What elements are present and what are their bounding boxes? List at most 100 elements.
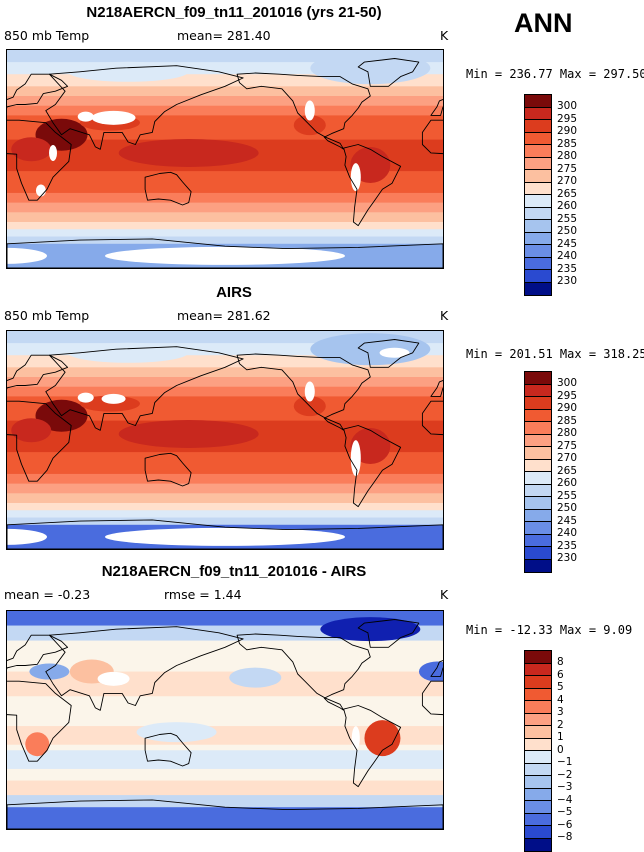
colorbar-swatch [525, 788, 551, 801]
temperature-band [7, 229, 443, 238]
colorbar-tick-label: −8 [557, 831, 573, 843]
missing-data [91, 110, 136, 125]
colorbar-swatch [525, 157, 551, 170]
warm-anomaly [364, 720, 401, 757]
panel-1-colorbar [524, 94, 552, 296]
colorbar-swatch [525, 270, 551, 283]
temperature-band [7, 386, 443, 397]
colorbar-tick-label: 255 [557, 212, 578, 225]
missing-data [77, 392, 94, 403]
continent-outline [7, 799, 443, 829]
colorbar-swatch [525, 559, 551, 572]
panel-1-variable-label: 850 mb Temp [4, 28, 90, 43]
cold-region [68, 61, 189, 82]
colorbar-tick-label: 230 [557, 552, 578, 564]
missing-data [304, 381, 315, 402]
panel-1-mean-label: mean= 281.40 [177, 28, 271, 43]
panel-2-colorbar [524, 371, 552, 573]
colorbar-swatch [525, 459, 551, 472]
colorbar-tick-label: −2 [557, 768, 573, 781]
colorbar-swatch [525, 763, 551, 776]
warm-anomaly [25, 732, 50, 757]
colorbar-tick-label: 300 [557, 100, 578, 112]
colorbar-swatch [525, 534, 551, 547]
temperature-band [7, 493, 443, 504]
cold-region [310, 52, 431, 85]
temperature-band [7, 396, 443, 407]
colorbar-tick-label: 295 [557, 112, 578, 125]
colorbar-tick-label: 250 [557, 225, 578, 237]
continent-outline [45, 626, 244, 711]
colorbar-tick-label: 295 [557, 389, 578, 402]
continent-outline [236, 633, 371, 711]
colorbar-swatch [525, 663, 551, 676]
panel-1-title: N218AERCN_f09_tn11_201016 (yrs 21-50) [86, 4, 382, 21]
difference-band [7, 795, 443, 808]
continent-outline [144, 171, 192, 206]
colorbar-swatch [525, 509, 551, 522]
colorbar-swatch [525, 738, 551, 751]
continent-outline [144, 732, 192, 767]
panel-3-mean-label: mean = -0.23 [4, 587, 91, 602]
continent-outline [357, 58, 420, 87]
temperature-band [7, 502, 443, 511]
colorbar-swatch [525, 207, 551, 220]
colorbar-swatch [525, 801, 551, 814]
colorbar-tick-label: 280 [557, 150, 578, 162]
colorbar-tick-label: −6 [557, 818, 573, 831]
cold-region [310, 333, 431, 366]
colorbar-tick-label: 8 [557, 656, 564, 668]
panel-3-map [6, 610, 444, 830]
panel-3-colorbar [524, 650, 552, 852]
colorbar-swatch [525, 372, 551, 385]
panel-3-title: N218AERCN_f09_tn11_201016 - AIRS [101, 563, 367, 580]
colorbar-swatch [525, 651, 551, 664]
difference-band [7, 807, 443, 829]
panel-1-map [6, 49, 444, 269]
continent-outline [7, 400, 72, 482]
continent-outline [7, 119, 72, 201]
continent-outline [7, 238, 443, 268]
colorbar-tick-label: 3 [557, 706, 564, 718]
panel-1-minmax: Min = 236.77 Max = 297.50 [466, 67, 644, 81]
missing-data [97, 671, 130, 686]
missing-data [105, 527, 345, 546]
colorbar-swatch [525, 282, 551, 295]
continent-outline [343, 144, 402, 227]
cold-anomaly [136, 722, 217, 743]
colorbar-swatch [525, 220, 551, 233]
colorbar-tick-label: 1 [557, 731, 564, 743]
season-label: ANN [514, 8, 573, 38]
continent-outline [343, 705, 402, 788]
colorbar-tick-label: 265 [557, 464, 578, 477]
colorbar-tick-label: 235 [557, 262, 578, 275]
colorbar-tick-label: 240 [557, 250, 578, 262]
temperature-band [7, 183, 443, 194]
colorbar-swatch [525, 170, 551, 183]
colorbar-swatch [525, 688, 551, 701]
colorbar-swatch [525, 713, 551, 726]
continent-outline [144, 452, 192, 487]
colorbar-swatch [525, 132, 551, 145]
missing-data [351, 726, 360, 751]
temperature-band [7, 483, 443, 494]
panel-3-rmse-label: rmse = 1.44 [164, 587, 242, 602]
colorbar-swatch [525, 245, 551, 258]
warm-pool [11, 137, 52, 162]
continent-outline [7, 519, 443, 549]
colorbar-tick-label: 255 [557, 489, 578, 502]
colorbar-swatch [525, 751, 551, 764]
colorbar-swatch [525, 776, 551, 789]
colorbar-swatch [525, 522, 551, 535]
temperature-band [7, 212, 443, 223]
colorbar-swatch [525, 434, 551, 447]
colorbar-tick-label: 4 [557, 693, 564, 706]
missing-data [379, 347, 410, 358]
colorbar-tick-label: 280 [557, 427, 578, 439]
temperature-band [7, 202, 443, 213]
colorbar-tick-label: 260 [557, 477, 578, 489]
colorbar-tick-label: 275 [557, 439, 578, 452]
continent-outline [7, 634, 69, 670]
colorbar-swatch [525, 701, 551, 714]
missing-data [7, 528, 47, 545]
